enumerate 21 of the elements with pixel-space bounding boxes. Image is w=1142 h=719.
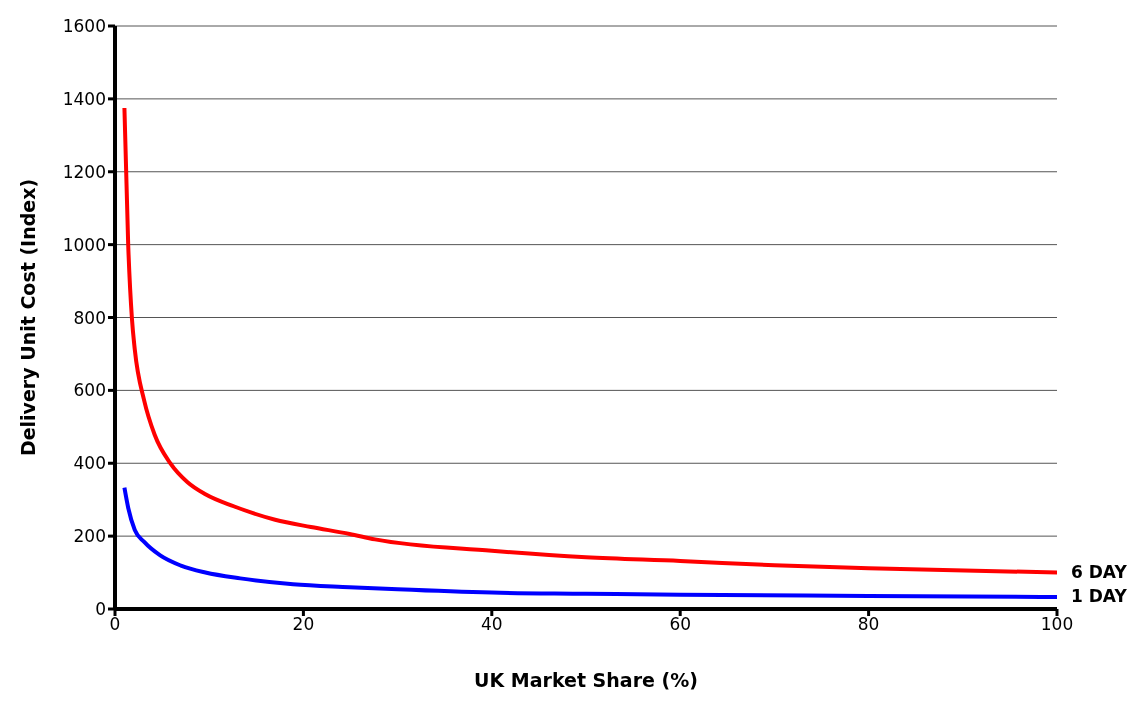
x-tick-label: 20 bbox=[292, 614, 315, 635]
y-tick-label: 600 bbox=[73, 380, 106, 401]
y-tick-label: 1000 bbox=[62, 234, 106, 255]
x-tick-label: 0 bbox=[109, 614, 121, 635]
x-axis-title: UK Market Share (%) bbox=[474, 669, 698, 691]
x-tick-label: 40 bbox=[480, 614, 503, 635]
y-tick-label: 200 bbox=[73, 526, 106, 547]
y-tick-label: 1600 bbox=[62, 16, 106, 37]
y-axis-title: Delivery Unit Cost (Index) bbox=[16, 178, 39, 457]
x-tick-label: 60 bbox=[669, 614, 692, 635]
series-label: 1 DAY bbox=[1071, 585, 1128, 606]
line-series bbox=[122, 485, 1057, 599]
line-series bbox=[122, 105, 1057, 575]
y-tick-label: 800 bbox=[73, 307, 106, 328]
series-label: 6 DAY bbox=[1071, 561, 1128, 582]
x-tick-label: 100 bbox=[1040, 614, 1074, 635]
y-tick-label: 0 bbox=[95, 599, 106, 620]
x-tick-label: 80 bbox=[857, 614, 880, 635]
y-tick-label: 1400 bbox=[62, 88, 106, 109]
y-tick-label: 400 bbox=[73, 453, 106, 474]
y-tick-label: 1200 bbox=[62, 161, 106, 182]
